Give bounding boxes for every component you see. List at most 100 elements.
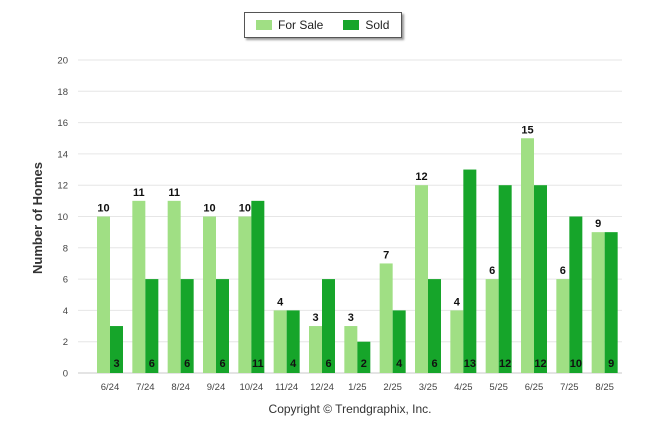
data-label-sold: 4 (396, 358, 403, 370)
data-label-sold: 10 (570, 358, 582, 370)
bar-for-sale-6-24[interactable] (97, 216, 110, 374)
bar-sold-7-25[interactable] (569, 216, 583, 374)
y-tick-label: 0 (63, 369, 68, 380)
data-label-for-sale: 15 (521, 124, 533, 136)
y-tick-label: 20 (57, 56, 68, 67)
bar-for-sale-3-25[interactable] (415, 185, 428, 373)
data-label-for-sale: 4 (454, 296, 461, 308)
bar-for-sale-1-25[interactable] (344, 326, 358, 373)
data-label-sold: 6 (149, 358, 155, 370)
data-label-for-sale: 7 (383, 249, 389, 261)
bar-sold-9-24[interactable] (216, 279, 229, 373)
x-tick-label: 6/25 (525, 382, 544, 393)
data-label-sold: 13 (464, 358, 476, 370)
data-label-for-sale: 10 (203, 203, 215, 215)
data-label-sold: 4 (290, 358, 297, 370)
bar-sold-5-25[interactable] (498, 185, 512, 373)
data-label-sold: 9 (608, 358, 614, 370)
data-label-for-sale: 4 (277, 296, 284, 308)
data-label-sold: 6 (184, 358, 190, 370)
x-tick-label: 6/24 (101, 382, 120, 393)
x-tick-label: 11/24 (275, 382, 298, 393)
x-tick-label: 8/25 (595, 382, 614, 393)
bar-for-sale-2-25[interactable] (379, 263, 393, 373)
data-label-for-sale: 12 (415, 171, 427, 183)
y-axis-ticks: 0 2 4 6 8 10 12 14 16 18 20 (57, 56, 68, 380)
data-label-for-sale: 3 (348, 312, 354, 324)
data-label-for-sale: 9 (595, 218, 601, 230)
x-tick-label: 2/25 (383, 382, 402, 393)
bar-sold-8-24[interactable] (180, 279, 194, 373)
y-tick-label: 16 (57, 118, 68, 129)
data-label-for-sale: 3 (312, 312, 318, 324)
bar-sold-2-25[interactable] (392, 310, 406, 373)
legend-label-sold: Sold (365, 18, 390, 32)
y-tick-label: 12 (57, 181, 68, 192)
bar-for-sale-7-24[interactable] (132, 200, 146, 373)
x-tick-label: 7/24 (136, 382, 155, 393)
data-label-sold: 6 (219, 358, 225, 370)
data-label-sold: 3 (113, 358, 119, 370)
x-tick-label: 3/25 (419, 382, 438, 393)
data-label-sold: 2 (361, 358, 367, 370)
bar-for-sale-6-25[interactable] (521, 138, 534, 373)
x-tick-label: 7/25 (560, 382, 579, 393)
data-label-sold: 12 (499, 358, 511, 370)
legend-label-for-sale: For Sale (278, 18, 324, 32)
y-axis-label: Number of Homes (30, 162, 45, 274)
x-tick-label: 5/25 (489, 382, 508, 393)
y-tick-label: 2 (63, 337, 68, 348)
x-axis-ticks: 6/24 7/24 8/24 9/24 10/24 11/24 12/24 1/25 2/25 3… (101, 382, 614, 393)
bar-for-sale-8-25[interactable] (591, 232, 605, 373)
bar-for-sale-7-25[interactable] (556, 279, 570, 373)
bar-sold-8-25[interactable] (604, 232, 618, 373)
bar-sold-3-25[interactable] (428, 279, 441, 373)
x-tick-label: 4/25 (454, 382, 473, 393)
data-label-sold: 6 (325, 358, 331, 370)
bar-for-sale-12-24[interactable] (309, 326, 322, 373)
x-tick-label: 9/24 (207, 382, 226, 393)
legend: For Sale Sold (244, 12, 402, 38)
legend-swatch-for-sale (256, 20, 272, 30)
legend-item-for-sale[interactable]: For Sale (256, 18, 323, 32)
bars (97, 138, 618, 373)
bar-for-sale-10-24[interactable] (238, 216, 252, 374)
x-tick-label: 12/24 (310, 382, 334, 393)
data-label-sold: 12 (534, 358, 546, 370)
data-label-for-sale: 6 (560, 265, 566, 277)
data-label-for-sale: 10 (97, 203, 109, 215)
y-tick-label: 14 (57, 149, 68, 160)
bar-sold-11-24[interactable] (286, 310, 300, 373)
data-label-for-sale: 6 (489, 265, 495, 277)
bar-for-sale-9-24[interactable] (203, 216, 216, 374)
data-label-for-sale: 11 (133, 187, 145, 199)
legend-item-sold[interactable]: Sold (343, 18, 389, 32)
bar-sold-7-24[interactable] (145, 279, 159, 373)
bar-sold-4-25[interactable] (463, 169, 477, 373)
bar-sold-1-25[interactable] (357, 341, 371, 373)
y-tick-label: 6 (63, 275, 68, 286)
data-label-for-sale: 11 (168, 187, 180, 199)
data-labels: 10 3 11 6 11 6 10 6 10 11 4 4 3 6 3 2 7 4 12 6 4 13 6 12 15 12 6 10… (97, 124, 614, 370)
data-label-for-sale: 10 (239, 203, 251, 215)
bar-for-sale-11-24[interactable] (273, 310, 287, 373)
bar-sold-6-24[interactable] (110, 326, 123, 373)
data-label-sold: 6 (431, 358, 437, 370)
bar-sold-6-25[interactable] (534, 185, 547, 373)
bar-for-sale-5-25[interactable] (485, 279, 499, 373)
y-tick-label: 10 (57, 212, 68, 223)
data-label-sold: 11 (252, 358, 264, 370)
x-tick-label: 1/25 (348, 382, 367, 393)
x-tick-label: 10/24 (239, 382, 263, 393)
y-tick-label: 18 (57, 87, 68, 98)
x-tick-label: 8/24 (171, 382, 190, 393)
bar-for-sale-8-24[interactable] (167, 200, 181, 373)
y-tick-label: 4 (63, 306, 68, 317)
y-tick-label: 8 (63, 243, 68, 254)
bar-sold-10-24[interactable] (251, 200, 265, 373)
bar-sold-12-24[interactable] (322, 279, 335, 373)
copyright-text: Copyright © Trendgraphix, Inc. (268, 402, 432, 416)
bar-for-sale-4-25[interactable] (450, 310, 464, 373)
legend-swatch-sold (343, 20, 360, 30)
